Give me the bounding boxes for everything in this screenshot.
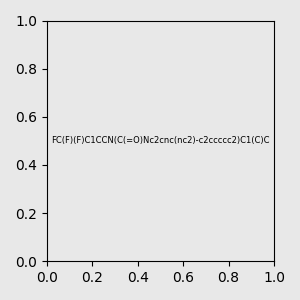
Text: FC(F)(F)C1CCN(C(=O)Nc2cnc(nc2)-c2ccccc2)C1(C)C: FC(F)(F)C1CCN(C(=O)Nc2cnc(nc2)-c2ccccc2)… xyxy=(51,136,270,146)
